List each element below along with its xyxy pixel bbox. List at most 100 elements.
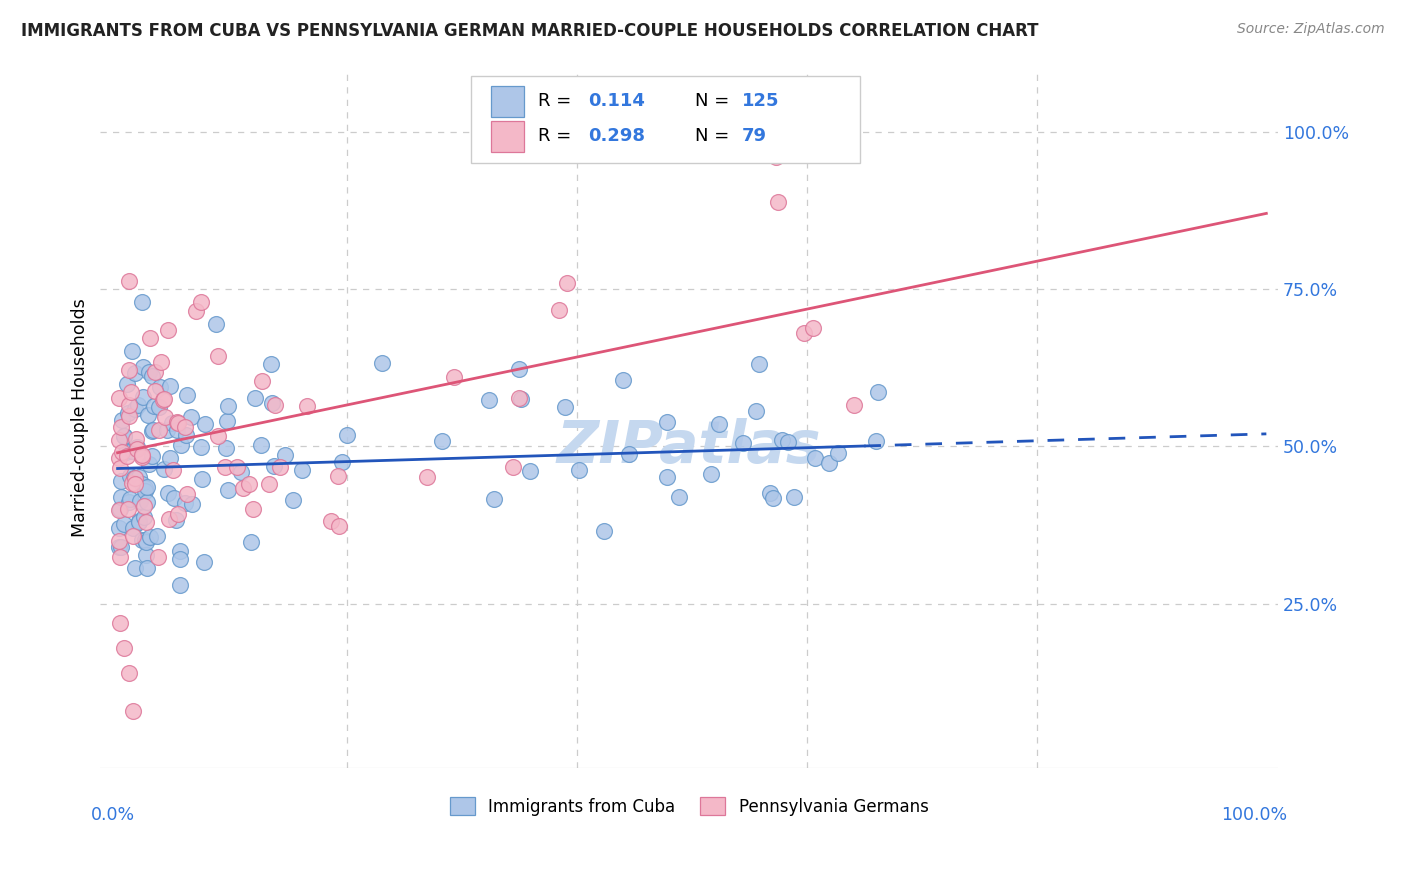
Point [519, 464, 541, 478]
Point [111, 413, 134, 427]
Point [143, 399, 166, 413]
Point [793, 326, 815, 340]
Point [166, 507, 188, 521]
Point [159, 450, 181, 465]
Point [159, 379, 181, 393]
Point [778, 435, 800, 450]
Point [135, 515, 157, 529]
Point [115, 376, 138, 391]
Point [141, 369, 163, 384]
Point [170, 437, 193, 451]
Point [865, 434, 887, 449]
Text: 0.298: 0.298 [588, 128, 645, 145]
Text: R =: R = [538, 128, 578, 145]
Point [215, 441, 238, 455]
Point [443, 370, 465, 384]
Point [136, 409, 159, 423]
Point [226, 459, 249, 474]
Point [132, 390, 155, 404]
Point [766, 195, 789, 210]
Point [124, 561, 146, 575]
Point [124, 472, 146, 486]
Point [707, 417, 730, 432]
Point [827, 446, 849, 460]
Point [174, 428, 197, 442]
Point [770, 434, 793, 448]
Point [132, 500, 155, 514]
Point [145, 529, 167, 543]
Point [759, 485, 782, 500]
Point [190, 440, 212, 454]
Point [180, 410, 202, 425]
Point [169, 544, 191, 558]
Point [110, 460, 132, 475]
Point [205, 317, 228, 331]
Point [554, 400, 576, 414]
Point [118, 666, 141, 681]
Point [193, 555, 215, 569]
Point [115, 445, 138, 459]
Point [128, 514, 150, 528]
Point [274, 448, 297, 462]
Point [157, 512, 180, 526]
Point [125, 442, 148, 456]
Point [818, 456, 841, 470]
Point [655, 130, 678, 145]
Point [136, 560, 159, 574]
Point [131, 448, 153, 462]
Point [731, 435, 754, 450]
Point [110, 540, 132, 554]
Point [194, 417, 217, 432]
Point [108, 502, 131, 516]
Point [568, 463, 591, 477]
Point [143, 384, 166, 398]
Point [167, 416, 190, 430]
Point [207, 349, 229, 363]
Point [136, 480, 159, 494]
Text: N =: N = [695, 128, 735, 145]
Point [239, 535, 262, 549]
Point [112, 640, 135, 655]
Point [484, 492, 506, 507]
Point [229, 466, 252, 480]
Point [143, 366, 166, 380]
Point [166, 423, 188, 437]
Point [245, 391, 267, 405]
Point [478, 393, 501, 408]
Point [127, 398, 149, 412]
Point [112, 429, 135, 443]
Point [509, 392, 531, 407]
Point [547, 302, 569, 317]
Point [138, 331, 160, 345]
Point [118, 398, 141, 412]
Point [174, 420, 197, 434]
Text: 0.114: 0.114 [588, 93, 645, 111]
Text: N =: N = [695, 93, 735, 111]
Point [765, 150, 787, 164]
Point [110, 474, 132, 488]
Point [157, 486, 180, 500]
Point [135, 535, 157, 549]
Point [162, 463, 184, 477]
Point [163, 491, 186, 506]
Text: 79: 79 [742, 128, 768, 145]
Text: R =: R = [538, 93, 578, 111]
Point [153, 392, 176, 406]
Point [326, 469, 349, 483]
Point [118, 409, 141, 423]
Point [555, 276, 578, 290]
Point [214, 460, 236, 475]
Point [155, 409, 177, 424]
Point [242, 502, 264, 516]
Point [745, 404, 768, 418]
Point [238, 477, 260, 491]
Point [593, 524, 616, 539]
Point [782, 490, 804, 504]
Text: 100.0%: 100.0% [1222, 806, 1288, 824]
Point [117, 406, 139, 420]
Point [124, 476, 146, 491]
Point [868, 385, 890, 400]
Point [502, 460, 524, 475]
Point [122, 704, 145, 718]
Point [138, 530, 160, 544]
